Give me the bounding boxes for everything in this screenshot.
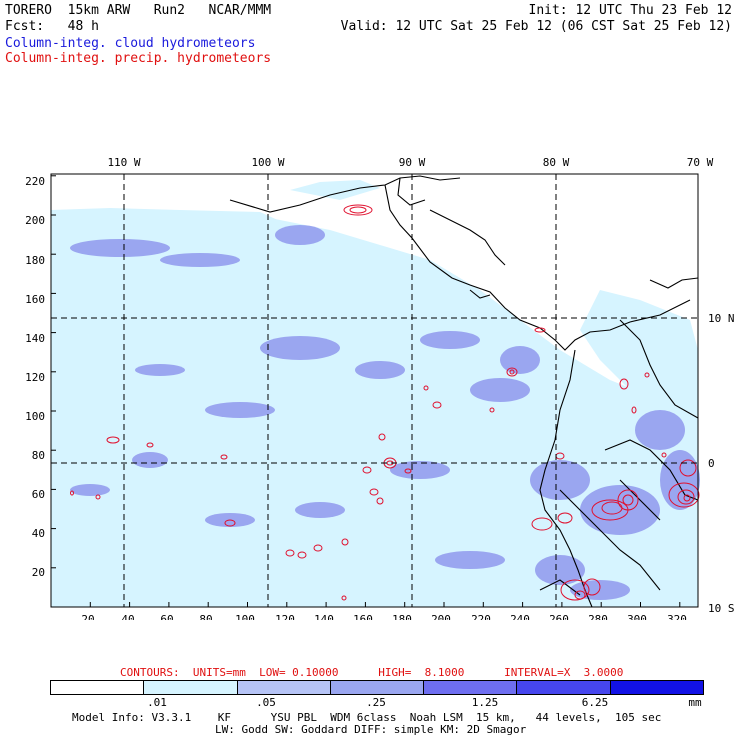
legend-swatch-1 [51,681,145,694]
legend-tick-1: .01 [147,696,167,709]
legend-swatch-2 [144,681,238,694]
y-label-180: 180 [25,254,45,267]
x-label-20: 20 [81,613,94,620]
x-label-220: 220 [471,613,491,620]
legend-swatch-6 [517,681,611,694]
legend-swatch-5 [424,681,518,694]
field-label-cloud: Column-integ. cloud hydrometeors [5,36,256,51]
legend-swatch-3 [237,681,331,694]
x-label-80: 80 [199,613,212,620]
map-panel: 110 W 100 W 90 W 80 W 70 W 220 200 180 1… [0,150,740,626]
legend-tick-2: .05 [256,696,276,709]
lon-label-80w: 80 W [543,156,570,169]
cloud-shading-mid [70,225,700,600]
y-label-100: 100 [25,410,45,423]
y-label-200: 200 [25,214,45,227]
physics-info: LW: Godd SW: Goddard DIFF: simple KM: 2D… [215,723,527,736]
plot-frame [50,173,699,608]
x-label-120: 120 [275,613,295,620]
y-label-140: 140 [25,332,45,345]
legend-unit: mm [688,696,702,709]
x-label-280: 280 [588,613,608,620]
lon-label-70w: 70 W [687,156,714,169]
legend-ticks: .01 .05 .25 1.25 6.25 mm [50,696,706,709]
x-label-200: 200 [431,613,451,620]
contour-info: CONTOURS: UNITS=mm LOW= 0.10000 HIGH= 8.… [120,666,624,679]
legend-tick-5: 6.25 [581,696,609,709]
lon-label-110w: 110 W [107,156,140,169]
lon-label-90w: 90 W [399,156,426,169]
x-label-300: 300 [627,613,647,620]
lat-label-0: 0 [708,457,715,470]
y-label-80: 80 [32,449,45,462]
x-label-260: 260 [549,613,569,620]
y-label-60: 60 [32,488,45,501]
x-labels: 20 40 60 80 100 120 140 160 180 200 220 … [81,613,687,626]
field-label-precip: Column-integ. precip. hydrometeors [5,51,272,66]
lat-label-10s: 10 S [708,602,735,615]
precip-contours [70,204,700,601]
model-info: Model Info: V3.3.1 KF YSU PBL WDM 6class… [72,711,662,724]
model-title: TORERO 15km ARW Run2 NCAR/MMM [5,3,272,18]
init-time: Init: 12 UTC Thu 23 Feb 12 [528,3,733,18]
y-label-120: 120 [25,371,45,384]
legend-tick-4: 1.25 [471,696,499,709]
legend-tick-3: .25 [366,696,386,709]
axis-ticks [50,175,681,608]
x-label-320: 320 [667,613,687,620]
x-label-60: 60 [160,613,173,620]
legend-colorbar [50,680,704,695]
cloud-shading-light [51,180,698,607]
x-label-140: 140 [314,613,334,620]
lat-label-10n: 10 N [708,312,735,325]
legend-swatch-7 [610,681,703,694]
x-label-240: 240 [510,613,530,620]
x-label-160: 160 [353,613,373,620]
lat-lon-grid [51,174,698,607]
valid-time: Valid: 12 UTC Sat 25 Feb 12 (06 CST Sat … [340,19,732,34]
x-label-100: 100 [235,613,255,620]
y-label-160: 160 [25,293,45,306]
map-svg: 110 W 100 W 90 W 80 W 70 W 220 200 180 1… [25,156,735,626]
x-label-40: 40 [121,613,134,620]
y-label-20: 20 [32,566,45,579]
x-label-180: 180 [392,613,412,620]
lon-label-100w: 100 W [251,156,284,169]
y-label-220: 220 [25,175,45,188]
legend-swatch-4 [330,681,425,694]
forecast-hour: Fcst: 48 h [5,19,99,34]
y-label-40: 40 [32,527,45,540]
